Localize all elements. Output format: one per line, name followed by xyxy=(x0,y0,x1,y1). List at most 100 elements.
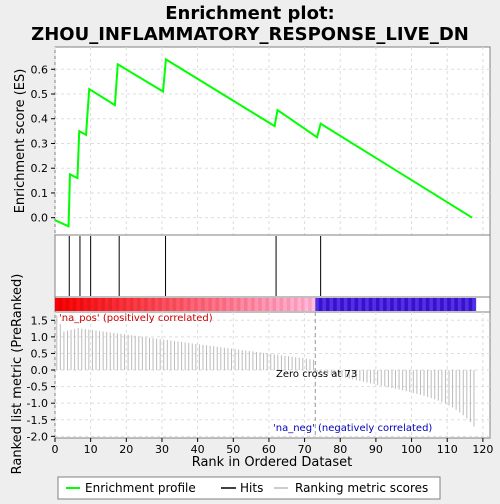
x-tick-label: 90 xyxy=(369,443,383,456)
chart-subtitle: ZHOU_INFLAMMATORY_RESPONSE_LIVE_DN xyxy=(31,24,469,45)
heatmap-cell xyxy=(293,298,298,311)
heatmap-cell xyxy=(144,298,149,311)
heatmap-cell xyxy=(197,298,202,311)
heatmap-cell xyxy=(397,298,402,311)
heatmap-cell xyxy=(154,298,159,311)
hits-panel xyxy=(54,234,491,298)
es-y-tick-label: 0.4 xyxy=(31,113,49,126)
heatmap-cell xyxy=(383,298,387,311)
heatmap-cell xyxy=(361,298,366,311)
heatmap-cell xyxy=(55,298,59,311)
heatmap-cell xyxy=(258,298,263,311)
heatmap-cell xyxy=(390,298,395,311)
heatmap-cell xyxy=(79,298,84,311)
heatmap-cell xyxy=(58,298,63,311)
heatmap-cell xyxy=(83,298,88,311)
x-tick-label: 30 xyxy=(155,443,169,456)
metric-y-tick-label: 0.0 xyxy=(31,364,49,377)
x-tick-label: 70 xyxy=(298,443,312,456)
es-y-tick-label: 0.6 xyxy=(31,63,49,76)
heatmap-cell xyxy=(219,298,223,311)
heatmap-cell xyxy=(186,298,191,311)
es-y-tick-label: 0.0 xyxy=(31,212,49,225)
heatmap-cell xyxy=(329,298,334,311)
heatmap-cell xyxy=(176,298,181,311)
heatmap-cell xyxy=(161,298,166,311)
x-tick-label: 0 xyxy=(52,443,59,456)
metric-panel xyxy=(54,311,491,439)
heatmap-cell xyxy=(297,298,302,311)
heatmap-cell xyxy=(272,298,277,311)
x-tick-label: 100 xyxy=(401,443,422,456)
heatmap-cell xyxy=(404,298,409,311)
heatmap-cell xyxy=(108,298,113,311)
heatmap-cell xyxy=(347,298,352,311)
es-y-tick-label: 0.2 xyxy=(31,162,49,175)
heatmap-cell xyxy=(190,298,195,311)
legend-metric-label: Ranking metric scores xyxy=(295,481,428,495)
metric-y-tick-label: 1.5 xyxy=(31,314,49,327)
heatmap-cell xyxy=(222,298,227,311)
positive-correlation-label: 'na_pos' (positively correlated) xyxy=(59,313,213,324)
legend-hits-label: Hits xyxy=(240,481,263,495)
x-tick-label: 110 xyxy=(437,443,458,456)
es-gridlines xyxy=(54,47,490,235)
heatmap-cell xyxy=(350,298,355,311)
heatmap-cell xyxy=(233,298,238,311)
heatmap-cell xyxy=(112,298,117,311)
es-y-tick-label: 0.1 xyxy=(31,187,49,200)
es-y-axis-label: Enrichment score (ES) xyxy=(13,69,28,214)
legend-enrichment-label: Enrichment profile xyxy=(85,481,196,495)
heatmap-cell xyxy=(172,298,177,311)
heatmap-cell xyxy=(283,298,288,311)
ranking-heatmap xyxy=(55,298,477,311)
heatmap-cell xyxy=(450,298,455,311)
heatmap-cell xyxy=(151,298,156,311)
heatmap-cell xyxy=(304,298,309,311)
heatmap-cell xyxy=(286,298,291,311)
es-panel xyxy=(54,46,491,236)
heatmap-cell xyxy=(472,298,477,311)
heatmap-cell xyxy=(158,298,163,311)
metric-y-tick-label: -2.0 xyxy=(27,430,48,443)
heatmap-cell xyxy=(461,298,466,311)
heatmap-cell xyxy=(425,298,430,311)
x-tick-label: 120 xyxy=(472,443,493,456)
hits-group xyxy=(68,236,322,296)
x-tick-label: 40 xyxy=(191,443,205,456)
x-axis-label: Rank in Ordered Dataset xyxy=(192,455,353,470)
x-tick-label: 60 xyxy=(262,443,276,456)
heatmap-cell xyxy=(301,298,305,311)
heatmap-cell xyxy=(265,298,270,311)
metric-y-tick-label: -1.0 xyxy=(27,397,48,410)
heatmap-cell xyxy=(147,298,152,311)
heatmap-cell xyxy=(251,298,256,311)
heatmap-cell xyxy=(126,298,131,311)
heatmap-cell xyxy=(432,298,437,311)
x-axis: 0 10 20 30 40 50 60 70 80 90 100 110 120 xyxy=(52,438,493,456)
metric-y-tick-label: -1.5 xyxy=(27,414,48,427)
metric-y-axis-label: Ranked list metric (PreRanked) xyxy=(10,274,25,475)
heatmap-cell xyxy=(65,298,70,311)
heatmap-cell xyxy=(343,298,348,311)
heatmap-cell xyxy=(290,298,295,311)
x-tick-label: 80 xyxy=(333,443,347,456)
heatmap-cell xyxy=(97,298,102,311)
heatmap-cell xyxy=(183,298,188,311)
negative-correlation-label: 'na_neg' (negatively correlated) xyxy=(273,423,432,434)
heatmap-cell xyxy=(90,298,95,311)
ranking-metric-bars xyxy=(56,315,475,427)
heatmap-cell xyxy=(454,298,459,311)
heatmap-cell xyxy=(443,298,448,311)
heatmap-cell xyxy=(129,298,134,311)
heatmap-cell xyxy=(119,298,124,311)
heatmap-cell xyxy=(226,298,231,311)
heatmap-cell xyxy=(333,298,338,311)
heatmap-cell xyxy=(386,298,391,311)
heatmap-cell xyxy=(400,298,405,311)
heatmap-cell xyxy=(379,298,384,311)
heatmap-cell xyxy=(407,298,412,311)
heatmap-cell xyxy=(215,298,220,311)
heatmap-cell xyxy=(318,298,323,311)
